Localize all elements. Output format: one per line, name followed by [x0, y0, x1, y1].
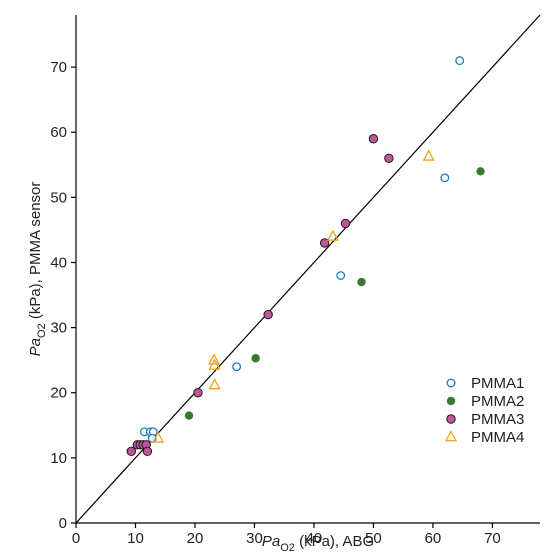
pmma1-point	[455, 56, 465, 66]
legend-label-pmma3: PMMA3	[471, 411, 524, 428]
legend-marker-pmma2	[446, 396, 456, 406]
y-ticks: 0 10 20 30 40 50 60 70	[50, 59, 76, 532]
pmma3-point	[319, 238, 330, 248]
pmma2-point	[476, 167, 485, 176]
pmma1-point	[232, 362, 242, 372]
legend-label-pmma4: PMMA4	[471, 429, 524, 446]
pmma3-point	[263, 309, 273, 320]
pmma4-point	[208, 378, 221, 390]
y-tick-label: 30	[50, 320, 67, 337]
pmma4-point	[152, 431, 165, 443]
pmma4-point	[326, 229, 340, 241]
pmma2-point	[251, 354, 260, 363]
x-tick-label: 30	[246, 530, 263, 547]
y-axis-title-subscript: O2	[36, 323, 48, 338]
pmma3-point	[126, 446, 137, 457]
pmma3-point	[142, 446, 153, 457]
pmma4-point	[422, 149, 435, 161]
pmma3-point	[384, 153, 394, 163]
x-ticks: 0 10 20 30 40 50 60 70	[72, 523, 501, 547]
y-tick-label: 20	[50, 385, 67, 402]
x-axis-title-prefix: Pa	[262, 533, 280, 550]
pmma3-point	[368, 134, 379, 144]
y-axis-title-suffix: (kPa), PMMA sensor	[27, 182, 44, 324]
y-tick-label: 10	[50, 450, 67, 467]
legend-marker-pmma1	[446, 378, 456, 388]
x-tick-label: 60	[425, 530, 442, 547]
y-tick-label: 70	[50, 59, 67, 76]
data-points	[126, 56, 485, 457]
x-tick-label: 20	[187, 530, 204, 547]
x-tick-label: 0	[72, 530, 80, 547]
pmma3-point	[340, 218, 351, 229]
legend-label-pmma2: PMMA2	[471, 393, 524, 410]
pmma4-point	[208, 358, 221, 370]
legend-label-pmma1: PMMA1	[471, 375, 524, 392]
pmma4-point	[207, 353, 221, 365]
y-tick-label: 60	[50, 124, 67, 141]
y-axis-title: PaO2 (kPa), PMMA sensor	[27, 182, 48, 357]
pmma1-point	[336, 271, 346, 280]
x-tick-label: 10	[127, 530, 144, 547]
plot-area	[75, 14, 541, 524]
x-axis-title-suffix: (kPa), ABG	[295, 533, 374, 550]
x-tick-label: 70	[484, 530, 501, 547]
y-tick-label: 40	[50, 254, 67, 271]
y-tick-label: 0	[59, 515, 67, 532]
pmma1-point	[440, 173, 450, 183]
x-tick-label: 40	[306, 530, 323, 547]
pmma3-point	[193, 388, 203, 398]
x-axis-title-subscript: O2	[280, 542, 295, 554]
pmma2-point	[184, 411, 194, 420]
legend-marker-pmma4	[444, 430, 458, 442]
pmma2-point	[357, 277, 366, 287]
axes: 0 10 20 30 40 50 60 70 0 10 20 30 40 50 60 70	[50, 15, 540, 547]
y-tick-label: 50	[50, 189, 67, 206]
x-tick-label: 50	[365, 530, 382, 547]
y-axis-title-prefix: Pa	[27, 338, 44, 356]
x-axis-title: PaO2 (kPa), ABG	[262, 533, 374, 554]
legend-marker-pmma3	[446, 414, 456, 424]
